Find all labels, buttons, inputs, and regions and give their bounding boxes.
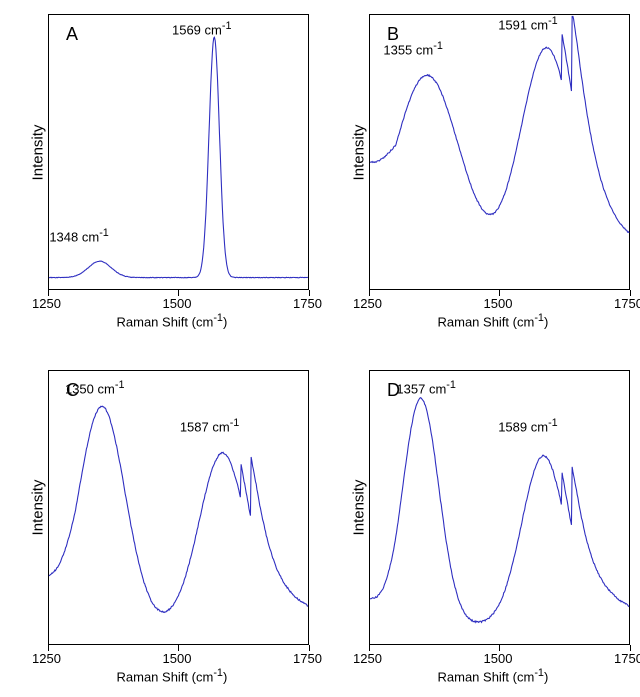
peak-label: 1357 cm-1 xyxy=(396,379,456,396)
x-tick-label: 1750 xyxy=(614,296,640,311)
y-axis-label: Intensity xyxy=(350,124,367,180)
x-tick-label: 1750 xyxy=(614,651,640,666)
x-axis-label: Raman Shift (cm-1) xyxy=(438,312,549,329)
panel-B: B1355 cm-11591 cm-1Intensity125015001750… xyxy=(325,8,636,334)
x-tick-label: 1750 xyxy=(293,651,322,666)
peak-label: 1589 cm-1 xyxy=(498,417,558,434)
x-tick-label: 1500 xyxy=(163,296,192,311)
x-axis-label: Raman Shift (cm-1) xyxy=(117,667,228,684)
panel-A: A1348 cm-11569 cm-1Intensity125015001750… xyxy=(4,8,315,334)
x-tick-label: 1250 xyxy=(353,651,382,666)
plot-area xyxy=(369,370,630,646)
peak-label: 1350 cm-1 xyxy=(65,379,125,396)
x-axis-label: Raman Shift (cm-1) xyxy=(117,312,228,329)
spectrum-curve xyxy=(49,15,308,289)
x-axis-label: Raman Shift (cm-1) xyxy=(438,667,549,684)
plot-area xyxy=(48,14,309,290)
x-tick-label: 1500 xyxy=(484,296,513,311)
y-axis-label: Intensity xyxy=(29,480,46,536)
y-axis-label: Intensity xyxy=(29,124,46,180)
x-tick-label: 1250 xyxy=(353,296,382,311)
x-tick-label: 1750 xyxy=(293,296,322,311)
panel-letter: A xyxy=(66,24,78,45)
peak-label: 1587 cm-1 xyxy=(180,417,240,434)
peak-label: 1355 cm-1 xyxy=(383,40,443,57)
spectrum-curve xyxy=(49,371,308,645)
spectrum-curve xyxy=(370,371,629,645)
peak-label: 1348 cm-1 xyxy=(49,227,109,244)
peak-label: 1591 cm-1 xyxy=(498,15,558,32)
x-tick-label: 1250 xyxy=(32,651,61,666)
x-tick-label: 1500 xyxy=(163,651,192,666)
panel-D: D1357 cm-11589 cm-1Intensity125015001750… xyxy=(325,364,636,690)
y-axis-label: Intensity xyxy=(350,480,367,536)
x-tick-label: 1500 xyxy=(484,651,513,666)
panel-C: C1350 cm-11587 cm-1Intensity125015001750… xyxy=(4,364,315,690)
plot-area xyxy=(48,370,309,646)
x-tick-label: 1250 xyxy=(32,296,61,311)
peak-label: 1569 cm-1 xyxy=(172,20,232,37)
